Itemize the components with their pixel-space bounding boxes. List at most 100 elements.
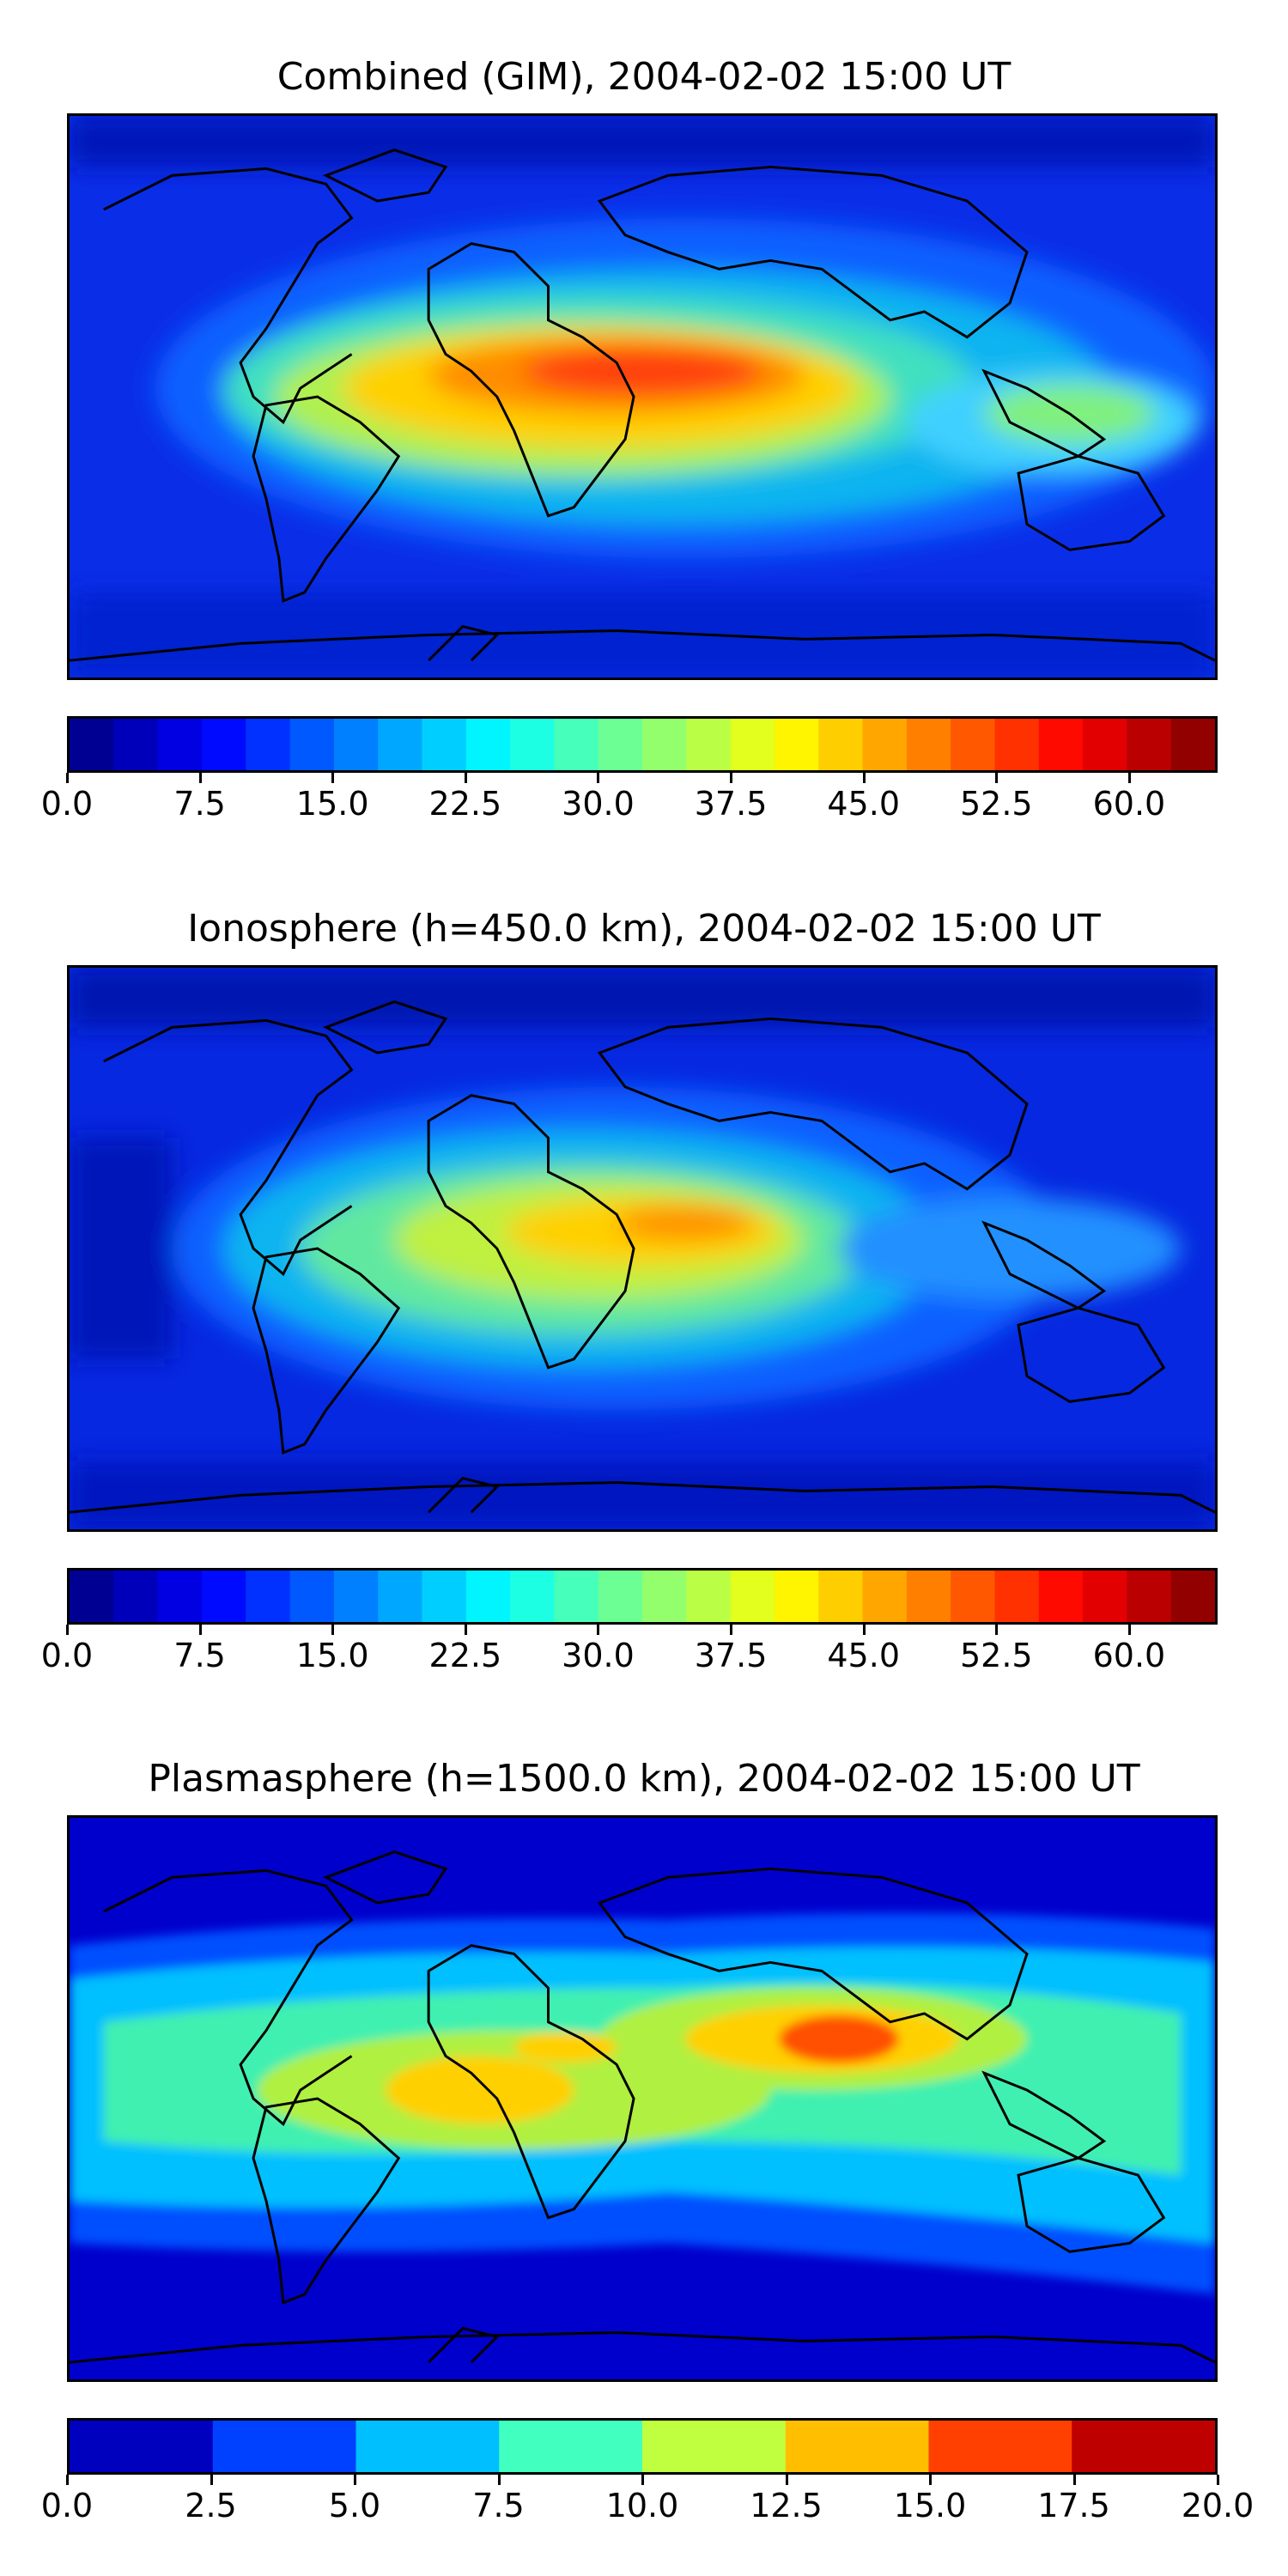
panel-3-colorbar-svg [70, 2421, 1215, 2472]
colorbar-tick [331, 1625, 335, 1635]
colorbar-segment [70, 2421, 214, 2472]
colorbar-segment [510, 719, 555, 770]
colorbar-segment [201, 1571, 246, 1622]
colorbar-segment [378, 1571, 423, 1622]
colorbar-tick-label: 0.0 [40, 1637, 94, 1674]
colorbar-segment [510, 1571, 555, 1622]
colorbar-segment [422, 719, 467, 770]
colorbar-tick [66, 1625, 69, 1635]
colorbar-segment [642, 1571, 687, 1622]
colorbar-tick-label: 12.5 [750, 2487, 823, 2524]
colorbar-segment [774, 1571, 819, 1622]
colorbar-segment [1170, 719, 1215, 770]
colorbar-segment [686, 719, 732, 770]
colorbar-tick-label: 15.0 [893, 2487, 967, 2524]
colorbar-segment [951, 719, 996, 770]
colorbar-tick [464, 1625, 467, 1635]
colorbar-tick-label: 22.5 [428, 785, 502, 823]
panel-1-tec-field [70, 116, 1215, 677]
colorbar-segment [1127, 1571, 1172, 1622]
colorbar-tick [464, 773, 467, 783]
colorbar-segment [333, 1571, 379, 1622]
panel-1-title: Combined (GIM), 2004-02-02 15:00 UT [276, 55, 1012, 99]
colorbar-segment [246, 1571, 291, 1622]
colorbar-segment [378, 719, 423, 770]
colorbar-segment [113, 1571, 159, 1622]
colorbar-segment [289, 1571, 335, 1622]
panel-3-tec-field [70, 1912, 1215, 2294]
panel-2-colorbar-svg [70, 1571, 1215, 1622]
colorbar-segment [246, 719, 291, 770]
colorbar-segment [1038, 1571, 1084, 1622]
colorbar-segment [289, 719, 335, 770]
colorbar-tick [210, 2475, 213, 2485]
colorbar-segment [1127, 719, 1172, 770]
colorbar-segment [465, 1571, 511, 1622]
colorbar-tick-label: 22.5 [428, 1637, 502, 1674]
colorbar-segment [774, 719, 819, 770]
panel-1-colorbar-ticks: 0.0 7.5 15.0 22.5 30.0 37.5 45.0 52.5 60.0 [41, 773, 1218, 824]
colorbar-segment [862, 1571, 908, 1622]
colorbar-segment [818, 1571, 864, 1622]
colorbar-segment [157, 1571, 203, 1622]
colorbar-tick [1217, 2475, 1219, 2485]
colorbar-segment [1170, 1571, 1215, 1622]
colorbar-segment [598, 1571, 643, 1622]
colorbar-segment [598, 719, 643, 770]
panel-2-title: Ionosphere (h=450.0 km), 2004-02-02 15:0… [187, 907, 1101, 951]
colorbar-tick [785, 2475, 788, 2485]
panel-1-coastlines [70, 149, 1215, 662]
colorbar-segment [951, 1571, 996, 1622]
colorbar-segment [730, 719, 775, 770]
colorbar-segment [730, 1571, 775, 1622]
panel-1-colorbar-svg [70, 719, 1215, 770]
panel-2-tec-field [70, 968, 1215, 1529]
colorbar-tick [995, 773, 999, 783]
colorbar-tick-label: 15.0 [295, 1637, 369, 1674]
panel-2-map [67, 965, 1218, 1532]
colorbar-tick-label: 52.5 [959, 1637, 1033, 1674]
colorbar-tick-label: 37.5 [694, 785, 768, 823]
colorbar-segment [333, 719, 379, 770]
colorbar-tick [198, 1625, 202, 1635]
colorbar-segment [201, 719, 246, 770]
colorbar-tick-label: 5.0 [328, 2487, 381, 2524]
colorbar-tick [1072, 2475, 1076, 2485]
colorbar-tick-label: 2.5 [185, 2487, 237, 2524]
panel-3-colorbar-ticks: 0.0 2.5 5.0 7.5 10.0 12.5 15.0 17.5 20.0 [41, 2475, 1254, 2526]
colorbar-tick-label: 7.5 [173, 785, 226, 823]
colorbar-segment [1038, 719, 1084, 770]
colorbar-segment [465, 719, 511, 770]
colorbar-tick-label: 7.5 [173, 1637, 226, 1674]
colorbar-tick-label: 10.0 [605, 2487, 679, 2524]
colorbar-tick-label: 30.0 [562, 1637, 635, 1674]
colorbar-tick-label: 20.0 [1181, 2487, 1255, 2524]
colorbar-tick-label: 60.0 [1092, 785, 1166, 823]
colorbar-segment [642, 719, 687, 770]
colorbar-tick-label: 37.5 [694, 1637, 768, 1674]
panel-2-colorbar-ticks: 0.0 7.5 15.0 22.5 30.0 37.5 45.0 52.5 60.0 [41, 1625, 1218, 1676]
colorbar-segment [818, 719, 864, 770]
colorbar-tick [66, 773, 69, 783]
colorbar-tick [862, 773, 866, 783]
colorbar-segment [113, 719, 159, 770]
colorbar-segment [70, 719, 114, 770]
colorbar-segment [499, 2421, 643, 2472]
colorbar-tick-label: 52.5 [959, 785, 1033, 823]
colorbar-segment [70, 1571, 114, 1622]
colorbar-tick [730, 773, 733, 783]
colorbar-segment [554, 719, 599, 770]
panel-1-map [67, 113, 1218, 680]
panel-2-colorbar [67, 1568, 1218, 1625]
colorbar-tick [497, 2475, 501, 2485]
colorbar-tick [597, 1625, 600, 1635]
colorbar-tick [1127, 773, 1131, 783]
colorbar-segment [422, 1571, 467, 1622]
colorbar-segment [1083, 1571, 1127, 1622]
panel-3-colorbar [67, 2418, 1218, 2475]
panel-1-colorbar [67, 716, 1218, 773]
colorbar-tick [354, 2475, 356, 2485]
colorbar-segment [994, 1571, 1040, 1622]
colorbar-segment [906, 1571, 951, 1622]
panel-3-title: Plasmasphere (h=1500.0 km), 2004-02-02 1… [148, 1757, 1140, 1801]
